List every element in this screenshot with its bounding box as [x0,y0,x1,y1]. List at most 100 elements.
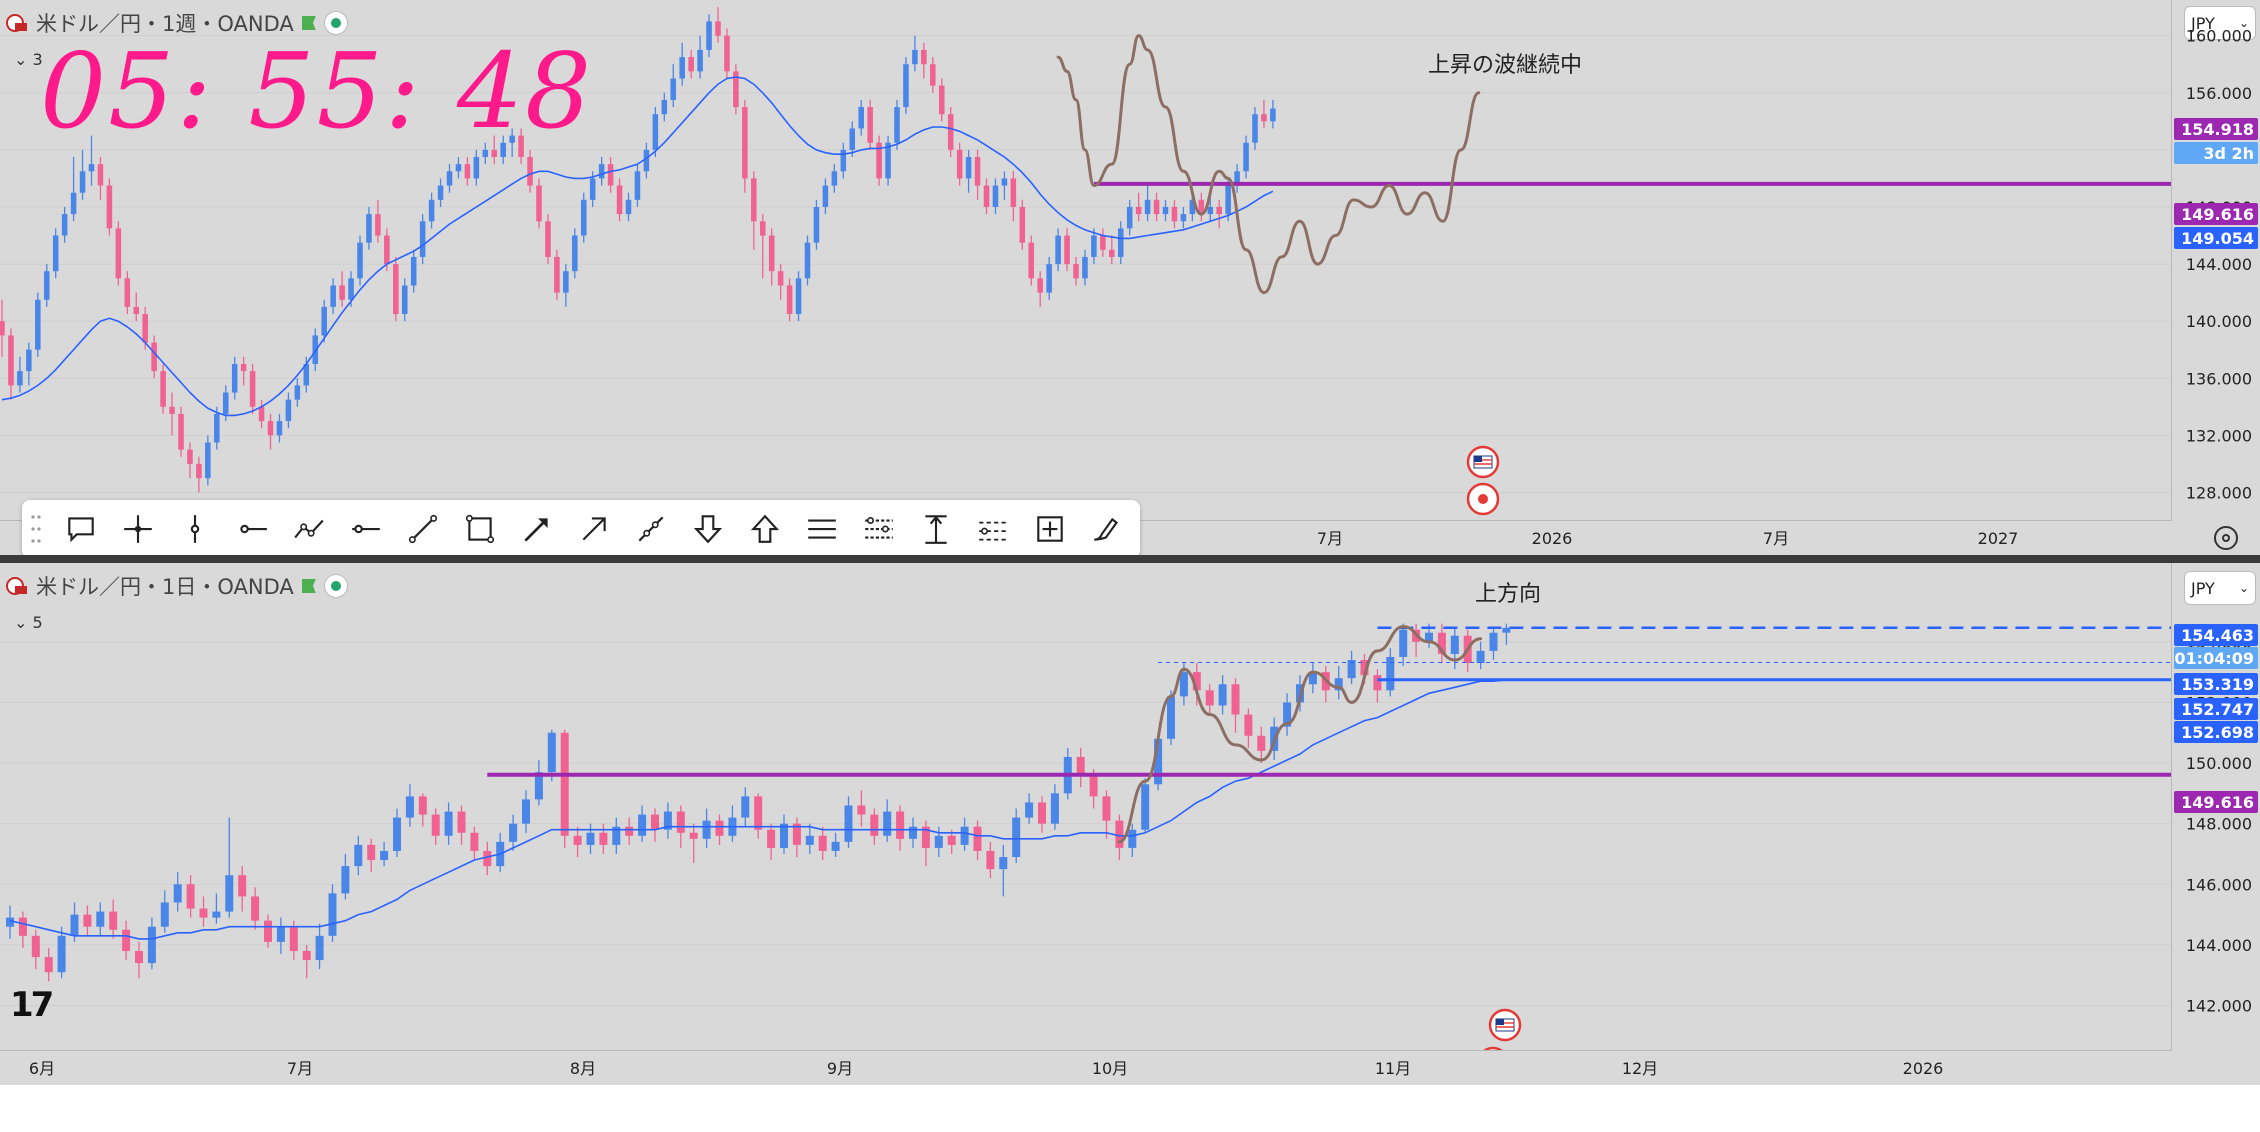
weekly-price-axis[interactable]: JPY ⌄ 160.000156.000152.000148.000144.00… [2171,0,2260,555]
candle[interactable] [1153,192,1160,222]
candle[interactable] [560,729,569,848]
weekly-currency-button[interactable]: JPY ⌄ [2184,6,2256,40]
candle[interactable] [651,808,659,842]
candle[interactable] [367,838,376,873]
candle[interactable] [689,823,698,864]
candle[interactable] [724,28,730,79]
toolbar-drag-handle-icon[interactable] [28,509,44,549]
tool-trend-angle-button[interactable] [622,504,679,554]
price-tag[interactable]: 152.698 [2174,721,2258,743]
candle[interactable] [805,823,814,854]
candle[interactable] [1180,206,1187,229]
candle[interactable] [455,157,462,179]
candle[interactable] [231,356,238,400]
candle[interactable] [97,157,104,200]
candle[interactable] [1050,784,1059,830]
candle[interactable] [437,178,444,207]
price-tag[interactable]: 149.054 [2174,227,2258,249]
daily-indicator-toggle[interactable]: ⌄ 5 [14,613,43,632]
candle[interactable] [135,941,143,979]
candle[interactable] [792,817,801,858]
candle[interactable] [133,292,140,322]
candle[interactable] [1373,669,1382,703]
candle[interactable] [57,926,66,979]
candle[interactable] [428,192,435,229]
candle[interactable] [122,920,131,961]
candle[interactable] [867,99,873,150]
candle[interactable] [199,896,208,927]
tool-arrow-down-button[interactable] [679,504,736,554]
candle[interactable] [536,178,542,229]
candle[interactable] [1073,256,1079,286]
candle[interactable] [70,157,77,222]
tool-crosshair-button[interactable] [109,504,166,554]
candle[interactable] [1046,256,1052,300]
candle[interactable] [554,249,560,300]
candle[interactable] [706,14,712,58]
candle[interactable] [896,805,905,851]
candle[interactable] [52,228,59,279]
candle[interactable] [858,99,864,136]
candle[interactable] [267,413,274,450]
candle[interactable] [225,817,234,918]
candle[interactable] [357,235,363,286]
candle[interactable] [612,817,621,854]
candle[interactable] [813,199,820,250]
candle[interactable] [643,142,650,179]
candle[interactable] [509,128,515,158]
candle[interactable] [1283,693,1292,736]
candle[interactable] [61,206,68,243]
candle[interactable] [625,817,634,845]
candle[interactable] [1244,708,1253,748]
candle[interactable] [580,192,587,243]
candle[interactable] [1091,228,1097,265]
tool-arrow-up-button[interactable] [736,504,793,554]
market-status-icon[interactable] [323,11,348,35]
candle[interactable] [638,805,647,842]
candle[interactable] [1308,663,1317,694]
candle[interactable] [446,164,453,193]
tool-horizontal-line-button[interactable] [337,504,394,554]
candle[interactable] [251,887,260,930]
candle[interactable] [795,271,802,322]
candle[interactable] [410,249,417,293]
candle[interactable] [742,99,748,193]
candle[interactable] [1135,192,1142,222]
price-tag[interactable]: 149.616 [2174,791,2258,813]
candle[interactable] [670,64,677,108]
tool-comment-button[interactable] [52,504,109,554]
candle[interactable] [973,820,982,861]
economic-event-marker-icon[interactable] [1466,482,1500,516]
candle[interactable] [1100,228,1106,257]
candle[interactable] [715,814,724,845]
candle[interactable] [1234,164,1240,193]
candle[interactable] [831,832,840,858]
chart-annotation[interactable]: 上方向 [1475,582,1541,607]
candle[interactable] [6,905,14,939]
chart-annotation[interactable]: 上昇の波継続中 [1428,53,1582,78]
candle[interactable] [1334,666,1343,700]
candle[interactable] [96,902,105,936]
tool-brush-button[interactable] [1078,504,1135,554]
candle[interactable] [625,192,632,222]
candle[interactable] [518,128,524,165]
price-tag[interactable]: 3d 2h [2174,142,2258,164]
candle[interactable] [965,149,972,193]
candle[interactable] [767,823,776,861]
candle[interactable] [1076,747,1085,788]
candle[interactable] [187,442,193,479]
candle[interactable] [44,947,53,982]
candle[interactable] [151,335,157,379]
candle[interactable] [1171,199,1178,229]
candle[interactable] [679,42,685,86]
candle[interactable] [276,413,283,443]
candle[interactable] [661,92,668,122]
candle[interactable] [586,823,595,854]
candle[interactable] [1028,235,1035,286]
candle[interactable] [115,221,122,286]
candle[interactable] [212,893,221,924]
candle[interactable] [106,178,113,236]
candle[interactable] [339,271,345,307]
candle[interactable] [751,171,757,250]
candle[interactable] [1231,678,1240,733]
